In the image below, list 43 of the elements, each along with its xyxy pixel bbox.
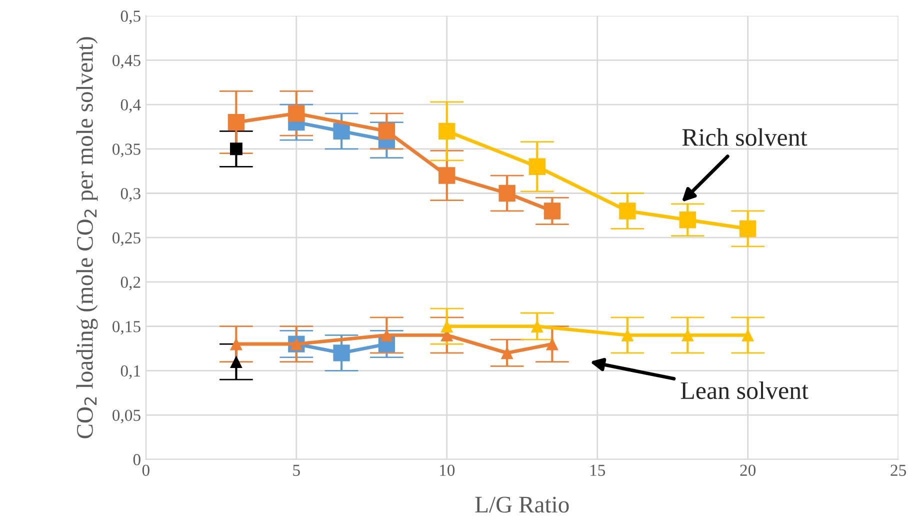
point — [500, 346, 514, 360]
point — [378, 122, 396, 140]
x-tick-label: 10 — [440, 464, 455, 476]
x-tick-label: 0 — [142, 464, 150, 476]
y-tick-label: 0,5 — [120, 10, 140, 24]
point — [681, 328, 694, 342]
point — [546, 338, 558, 350]
point — [740, 220, 756, 238]
annotation: Lean solvent — [680, 381, 808, 400]
point — [230, 356, 242, 368]
point — [440, 320, 454, 333]
annotation: Rich solvent — [682, 128, 808, 146]
x-tick-label: 15 — [590, 464, 606, 476]
point — [742, 328, 754, 342]
point — [544, 202, 561, 220]
point — [438, 167, 456, 184]
point — [530, 320, 544, 333]
y-tick-label: 0,05 — [112, 410, 140, 424]
point — [228, 114, 245, 131]
point — [438, 122, 456, 140]
point — [679, 212, 696, 228]
x-tick-label: 25 — [890, 464, 906, 476]
point — [619, 202, 636, 220]
y-axis-title: CO$_{2}$ loading (mole CO$_{2}$ per mole solvent) — [76, 37, 98, 438]
x-tick-label: 20 — [740, 464, 756, 476]
x-tick-label: 5 — [293, 464, 300, 476]
y-tick-label: 0,45 — [112, 54, 140, 69]
y-tick-label: 0,25 — [112, 232, 140, 246]
y-tick-label: 0,4 — [120, 99, 141, 113]
y-tick-label: 0,1 — [120, 365, 140, 379]
y-tick-label: 0 — [133, 454, 140, 466]
point — [230, 338, 242, 350]
point — [288, 105, 305, 122]
x-axis-title: L/G Ratio — [475, 496, 569, 513]
y-tick-label: 0,2 — [120, 276, 140, 290]
point — [333, 122, 350, 140]
y-tick-label: 0,3 — [120, 188, 140, 202]
y-tick-label: 0,15 — [112, 321, 140, 335]
point — [528, 158, 546, 175]
y-tick-label: 0,35 — [112, 144, 140, 158]
point — [230, 142, 242, 156]
point — [333, 344, 350, 362]
point — [498, 184, 516, 202]
